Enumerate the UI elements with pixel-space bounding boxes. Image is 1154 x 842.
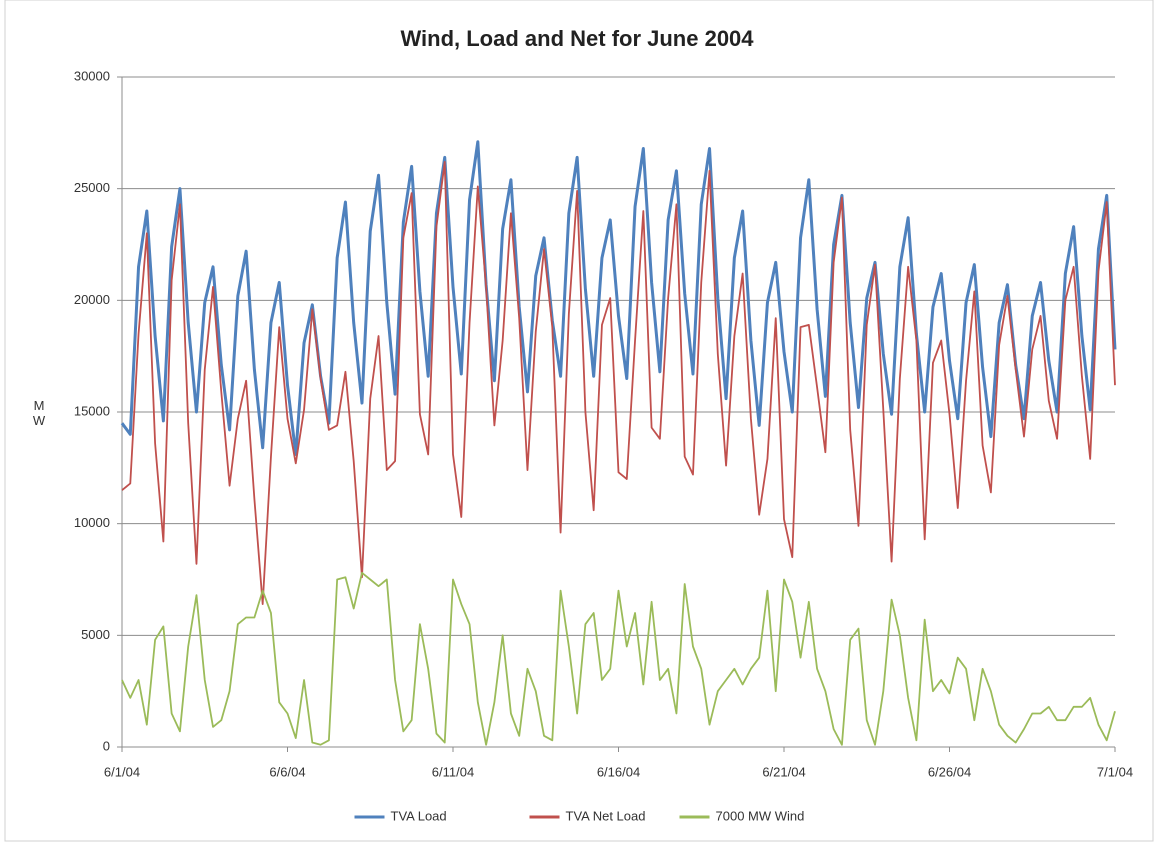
legend-label: TVA Load — [391, 808, 447, 823]
x-tick-label: 7/1/04 — [1097, 764, 1133, 779]
x-tick-label: 6/11/04 — [432, 764, 474, 779]
y-tick-label: 25000 — [74, 180, 110, 195]
series-line — [121, 571, 1116, 746]
y-tick-label: 20000 — [74, 292, 110, 307]
x-tick-label: 6/26/04 — [928, 764, 971, 779]
x-tick-label: 6/16/04 — [597, 764, 640, 779]
series-line — [121, 160, 1116, 605]
y-tick-label: 0 — [103, 738, 110, 753]
y-tick-label: 15000 — [74, 403, 110, 418]
legend-label: TVA Net Load — [566, 808, 646, 823]
y-tick-label: 30000 — [74, 68, 110, 83]
x-tick-label: 6/21/04 — [762, 764, 805, 779]
chart-title: Wind, Load and Net for June 2004 — [400, 26, 754, 51]
series-line — [120, 140, 1117, 456]
y-tick-label: 10000 — [74, 515, 110, 530]
x-tick-label: 6/6/04 — [269, 764, 305, 779]
y-axis-label: MW — [32, 398, 47, 428]
x-tick-label: 6/1/04 — [104, 764, 140, 779]
legend-label: 7000 MW Wind — [716, 808, 805, 823]
y-tick-label: 5000 — [81, 627, 110, 642]
